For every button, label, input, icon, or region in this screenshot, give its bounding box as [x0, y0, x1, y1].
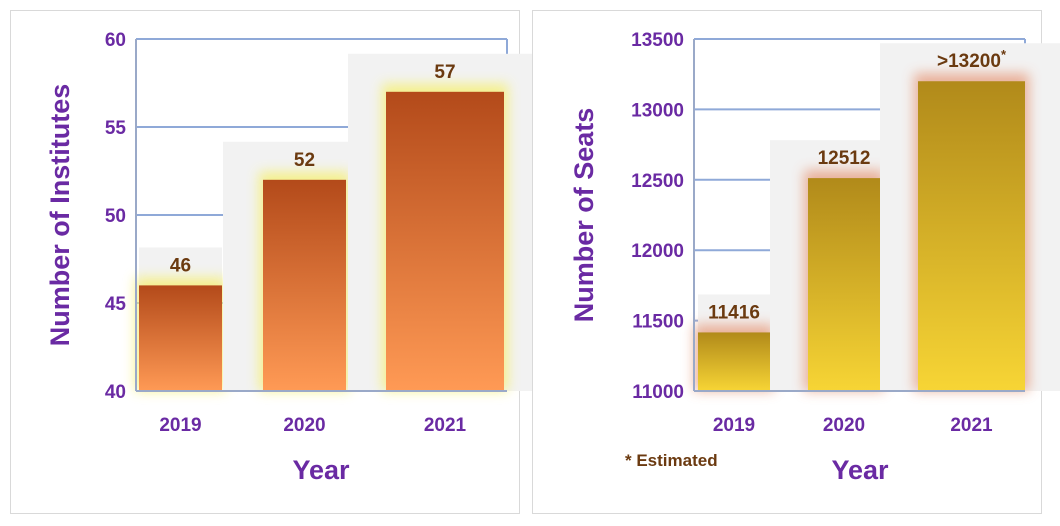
- institutes-chart: 40 45 50 55 60 46 2019 52 2020 57 2021 Number of In…: [45, 30, 542, 485]
- y-tick-label: 13500: [631, 30, 684, 51]
- y-tick-label: 50: [105, 206, 126, 227]
- estimated-note: * Estimated: [625, 451, 718, 470]
- y-tick-label: 13000: [631, 100, 684, 121]
- data-label: 12512: [818, 148, 871, 169]
- y-tick-label: 45: [105, 294, 127, 315]
- x-tick-label: 2021: [950, 415, 993, 436]
- seats-chart-panel: 11000 11500 12000 12500 13000 13500 11416 2019 1…: [532, 10, 1060, 514]
- x-tick-label: 2019: [159, 415, 201, 436]
- data-label: 46: [170, 255, 191, 276]
- bar-2021: [918, 81, 1025, 392]
- x-tick-label: 2020: [283, 415, 325, 436]
- bar-2021: [386, 91, 504, 392]
- x-tick-label: 2021: [424, 415, 467, 436]
- data-label: 57: [434, 62, 455, 83]
- bar-2020: [808, 178, 880, 391]
- seats-chart: 11000 11500 12000 12500 13000 13500 11416 2019 1…: [569, 30, 1060, 485]
- institutes-chart-panel: 40 45 50 55 60 46 2019 52 2020 57 2021 Number of In…: [10, 10, 542, 514]
- y-tick-label: 55: [105, 118, 127, 139]
- bar-2019: [698, 332, 770, 391]
- x-tick-label: 2020: [823, 415, 865, 436]
- x-axis-title: Year: [292, 455, 350, 485]
- data-label: 11416: [708, 302, 760, 323]
- y-tick-label: 40: [105, 382, 126, 403]
- bar-2020: [263, 179, 346, 391]
- y-axis-title: Number of Seats: [569, 108, 599, 323]
- y-tick-label: 60: [105, 30, 126, 51]
- y-axis-title: Number of Institutes: [45, 84, 75, 347]
- y-tick-label: 11000: [632, 382, 684, 403]
- data-label: >13200*: [937, 47, 1007, 72]
- data-label: 52: [294, 150, 315, 171]
- x-tick-label: 2019: [713, 415, 755, 436]
- x-axis-title: Year: [831, 455, 889, 485]
- y-tick-label: 12500: [631, 171, 684, 192]
- bar-2019: [139, 285, 222, 391]
- y-tick-label: 11500: [632, 312, 684, 333]
- y-tick-label: 12000: [631, 241, 684, 262]
